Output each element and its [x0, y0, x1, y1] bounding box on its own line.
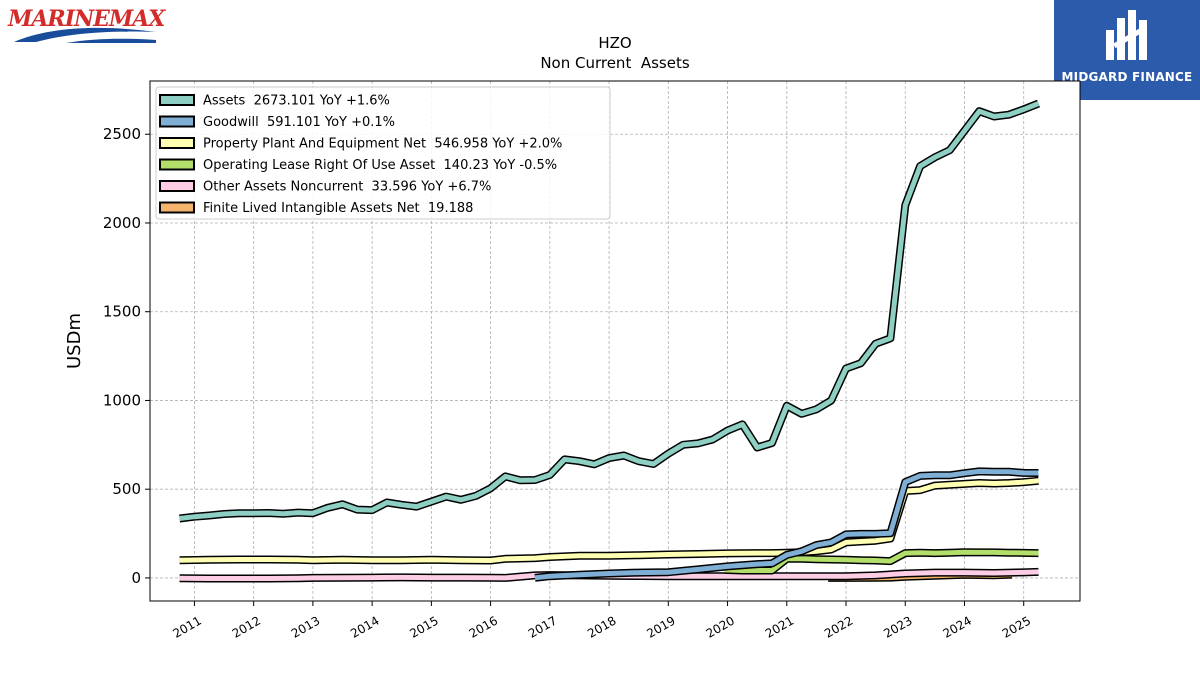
- x-tick-label: 2012: [230, 613, 263, 640]
- x-tick-label: 2019: [644, 613, 677, 640]
- x-tick-label: 2013: [289, 613, 322, 640]
- series-line-1: [179, 101, 1040, 521]
- marinemax-wave-icon: [14, 27, 156, 43]
- x-tick-label: 2025: [1000, 613, 1033, 640]
- midgard-emblem-icon: [1106, 10, 1147, 60]
- legend-label: Assets 2673.101 YoY +1.6%: [203, 94, 390, 109]
- x-tick-label: 2011: [170, 613, 203, 640]
- legend-label: Property Plant And Equipment Net 546.958…: [203, 137, 562, 152]
- legend-label: Other Assets Noncurrent 33.596 YoY +6.7%: [203, 180, 491, 195]
- marinemax-logo-text: MARINEMAX: [8, 6, 165, 32]
- y-tick-label: 1000: [103, 391, 141, 409]
- x-tick-label: 2016: [467, 613, 500, 640]
- x-tick-label: 2023: [881, 613, 914, 640]
- x-tick-label: 2024: [941, 613, 974, 640]
- legend-swatch: [159, 180, 195, 192]
- marinemax-logo: MARINEMAX: [6, 6, 166, 46]
- x-tick-label: 2014: [348, 613, 381, 640]
- legend-swatch: [159, 137, 195, 149]
- x-tick-label: 2015: [407, 613, 440, 640]
- y-tick-label: 1500: [103, 303, 141, 321]
- x-tick-label: 2018: [585, 613, 618, 640]
- x-tick-label: 2017: [526, 613, 559, 640]
- legend-swatch: [159, 115, 195, 128]
- legend-label: Operating Lease Right Of Use Asset 140.2…: [203, 158, 557, 173]
- midgard-logo-text: MIDGARD FINANCE: [1061, 70, 1193, 84]
- legend-label: Finite Lived Intangible Assets Net 19.18…: [203, 201, 473, 216]
- series-line-3: [179, 478, 1039, 563]
- y-axis-label: USDm: [64, 313, 85, 369]
- legend-box: [155, 86, 611, 220]
- x-tick-label: 2021: [763, 613, 796, 640]
- y-tick-label: 2500: [103, 125, 141, 143]
- legend: Assets 2673.101 YoY +1.6% Goodwill 591.10…: [155, 86, 611, 220]
- y-tick-label: 500: [112, 480, 141, 498]
- legend-label: Goodwill 591.101 YoY +0.1%: [203, 115, 395, 130]
- x-tick-label: 2022: [822, 613, 855, 640]
- y-tick-label: 2000: [103, 214, 141, 232]
- series-line-2: [534, 468, 1039, 581]
- legend-swatch: [159, 201, 195, 214]
- series-line-4: [724, 549, 1039, 573]
- legend-swatch: [159, 158, 195, 171]
- plot-frame: [149, 80, 1081, 602]
- x-tick-label: 2020: [704, 613, 737, 640]
- y-tick-label: 0: [131, 569, 141, 587]
- chart-subtitle: Non Current Assets: [540, 54, 690, 72]
- chart-title: HZO: [598, 34, 631, 52]
- legend-swatch: [159, 94, 195, 106]
